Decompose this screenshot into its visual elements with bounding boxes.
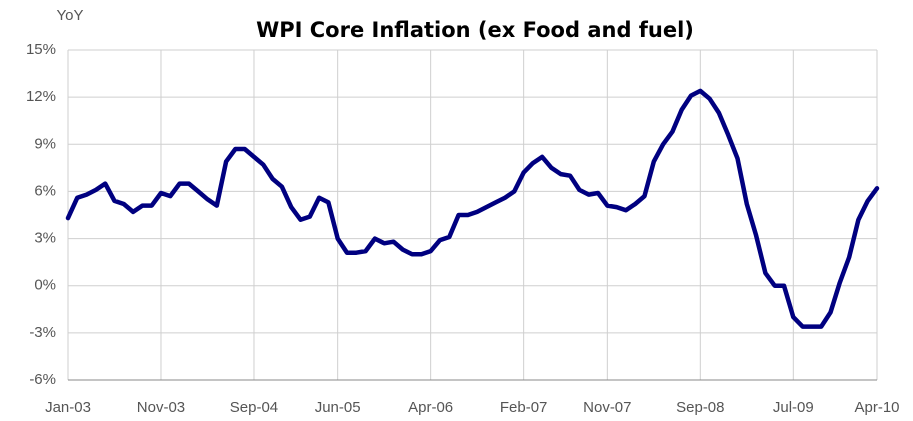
x-tick-label: Jun-05 <box>315 399 361 416</box>
y-tick-label: 6% <box>34 182 56 199</box>
x-tick-label: Jan-03 <box>45 399 91 416</box>
x-tick-label: Sep-08 <box>676 399 724 416</box>
y-tick-label: 15% <box>26 41 56 58</box>
chart-title: WPI Core Inflation (ex Food and fuel) <box>256 18 694 42</box>
x-tick-label: Apr-10 <box>854 399 899 416</box>
y-tick-label: 12% <box>26 88 56 105</box>
y-tick-label: 3% <box>34 230 56 247</box>
x-tick-label: Apr-06 <box>408 399 453 416</box>
x-tick-label: Feb-07 <box>500 399 548 416</box>
y-tick-label: 9% <box>34 135 56 152</box>
y-tick-label: 0% <box>34 277 56 294</box>
x-tick-label: Nov-03 <box>137 399 185 416</box>
y-tick-label: -3% <box>29 324 56 341</box>
x-tick-label: Jul-09 <box>773 399 814 416</box>
x-tick-label: Sep-04 <box>230 399 278 416</box>
data-line <box>65 88 880 329</box>
x-tick-label: Nov-07 <box>583 399 631 416</box>
y-axis-label: YoY <box>57 7 84 24</box>
y-tick-label: -6% <box>29 371 56 388</box>
